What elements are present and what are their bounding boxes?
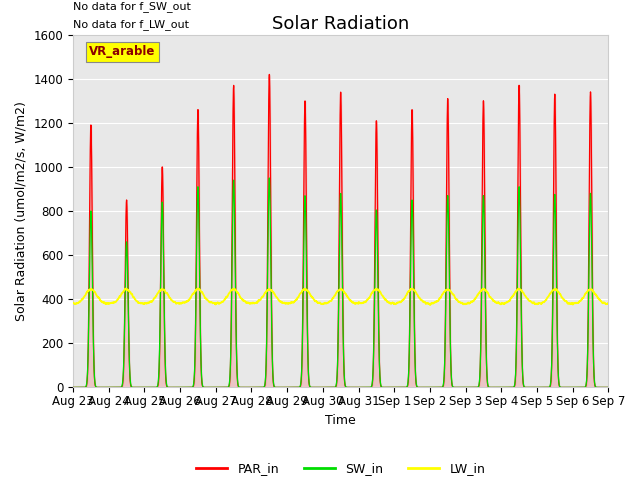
X-axis label: Time: Time xyxy=(325,414,356,427)
Text: VR_arable: VR_arable xyxy=(89,45,156,58)
Text: No data for f_LW_out: No data for f_LW_out xyxy=(73,19,189,30)
Text: No data for f_SW_out: No data for f_SW_out xyxy=(73,0,191,12)
Legend: PAR_in, SW_in, LW_in: PAR_in, SW_in, LW_in xyxy=(191,457,490,480)
Y-axis label: Solar Radiation (umol/m2/s, W/m2): Solar Radiation (umol/m2/s, W/m2) xyxy=(15,101,28,321)
Title: Solar Radiation: Solar Radiation xyxy=(272,15,410,33)
